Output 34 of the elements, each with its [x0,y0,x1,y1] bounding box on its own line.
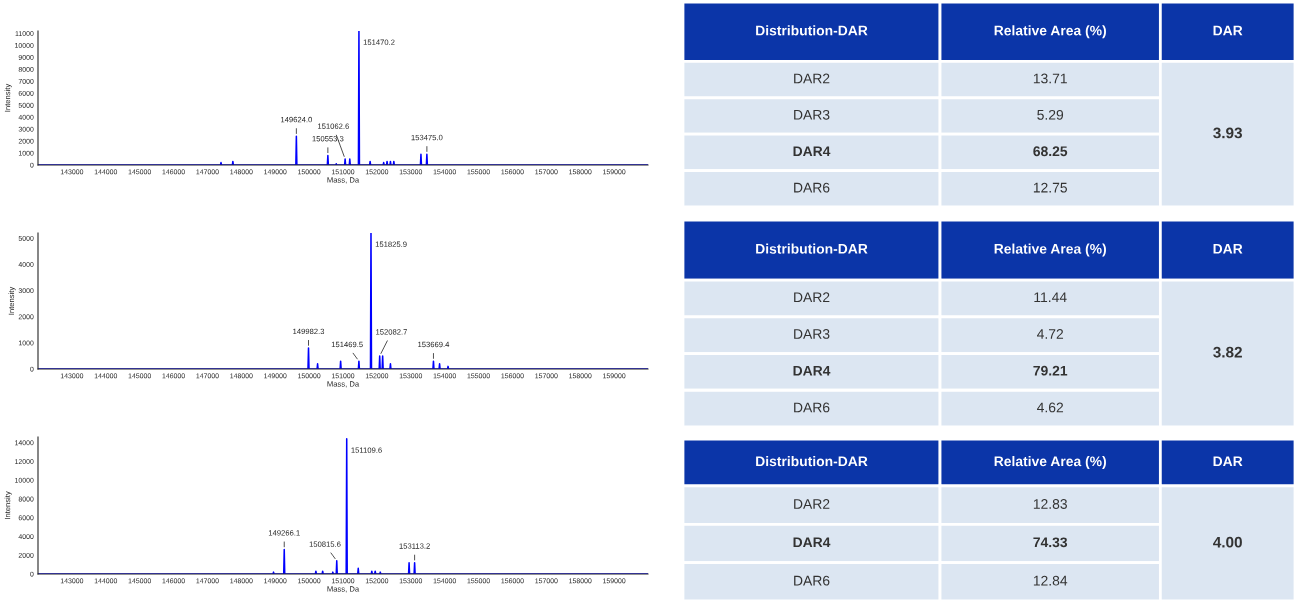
data-label: 12.83 [1033,499,1067,509]
text: Distribution-DAR [756,456,868,467]
data-label: 13.71 [1033,73,1067,84]
data-label: 4.72 [1037,329,1064,339]
text: Relative Area (%) [994,456,1106,469]
category-label: DAR4 [793,365,831,376]
text: Distribution-DAR [756,243,868,254]
text: Relative Area (%) [994,243,1106,257]
text: Relative Area (%) [994,25,1106,39]
category-label: DAR2 [794,292,830,302]
data-label: 11.44 [1034,292,1067,302]
category-label: DAR3 [794,329,830,339]
category-label: DAR6 [794,575,830,586]
data-label: 5.29 [1037,109,1064,120]
category-label: DAR6 [794,182,830,193]
data-label: 74.33 [1033,537,1068,548]
category-label: DAR2 [794,73,830,84]
data-label: 79.21 [1033,365,1068,376]
category-label: DAR4 [793,537,831,548]
category-label: DAR6 [794,402,830,413]
category-label: DAR3 [794,109,830,120]
text: DAR [1213,244,1243,254]
text: DAR [1213,25,1243,36]
data-label: 4.62 [1037,402,1064,413]
category-label: DAR2 [794,499,830,509]
text: DAR [1213,456,1243,467]
text: 4.00 [1213,536,1242,548]
category-label: DAR4 [793,146,831,157]
text: 3.93 [1213,127,1242,139]
data-label: 12.75 [1033,182,1067,193]
data-label: 12.84 [1033,575,1068,586]
text: Distribution-DAR [756,25,868,36]
data-label: 68.25 [1033,146,1068,157]
text: 3.82 [1213,346,1242,358]
